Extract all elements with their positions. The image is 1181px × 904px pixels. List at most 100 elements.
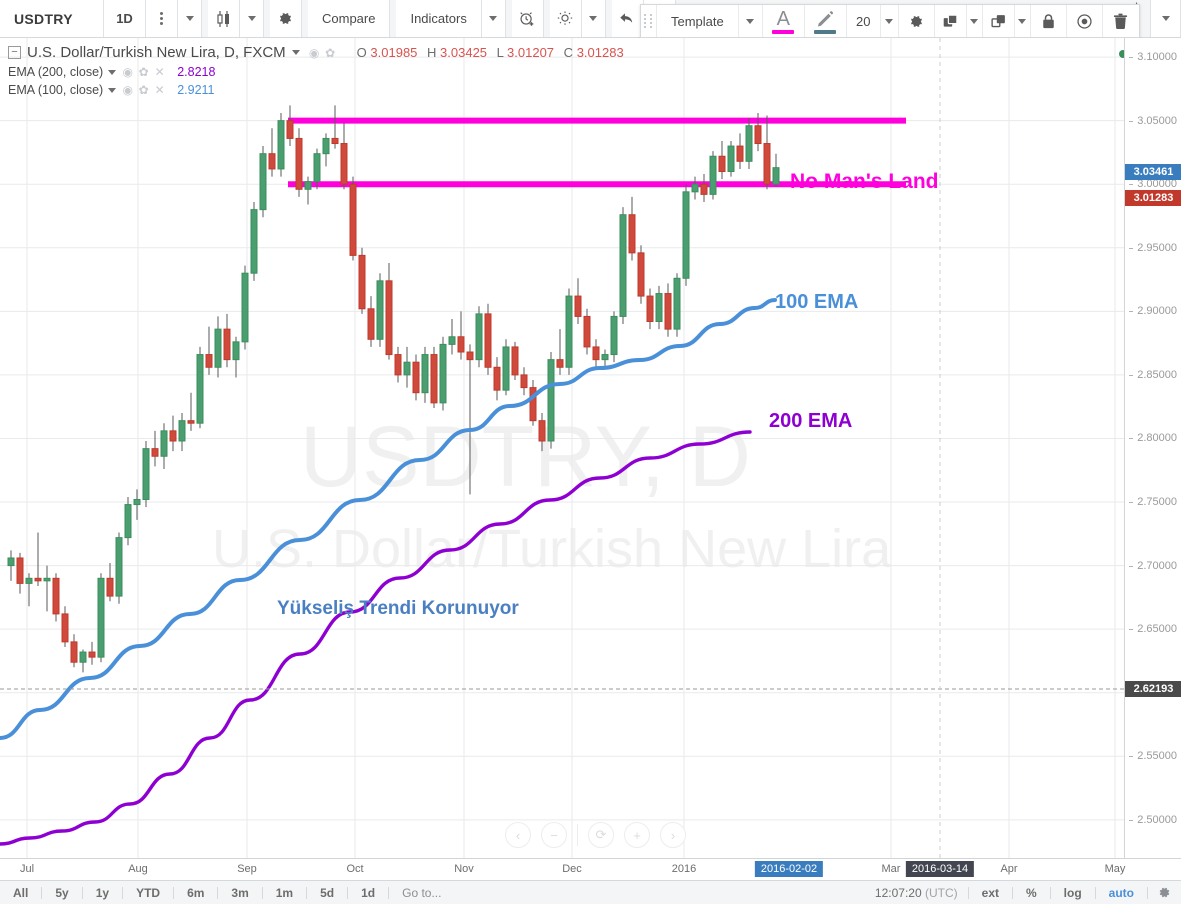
interval-dropdown-caret-icon[interactable]: [178, 0, 202, 37]
symbol-button[interactable]: USDTRY: [0, 0, 104, 37]
range-button-6m[interactable]: 6m: [187, 885, 205, 900]
undo-arrow-icon[interactable]: [611, 0, 644, 37]
time-tick-label: Oct: [346, 863, 364, 875]
price-tick-label: 3.10000: [1129, 51, 1177, 64]
range-button-ytd[interactable]: YTD: [136, 885, 161, 900]
range-button-1y[interactable]: 1y: [95, 885, 110, 900]
font-size-value[interactable]: 20: [847, 5, 881, 37]
no-mans-land-zone[interactable]: [288, 117, 906, 188]
indicator-caret-icon[interactable]: [108, 87, 117, 93]
indicator-caret-icon[interactable]: [108, 69, 117, 75]
clock: 12:07:20 (UTC): [874, 885, 958, 900]
range-button-5d[interactable]: 5d: [320, 885, 335, 900]
eye-circle-icon[interactable]: [1067, 5, 1103, 37]
text-color-swatch[interactable]: [772, 30, 795, 34]
price-badge: 3.03461: [1125, 164, 1181, 180]
close-icon[interactable]: ✕: [154, 65, 165, 79]
indicator-name[interactable]: EMA (200, close): [8, 65, 104, 79]
chart-settings-gear-icon[interactable]: [270, 0, 302, 37]
price-tick-label: 2.80000: [1129, 432, 1177, 445]
trash-icon[interactable]: [1103, 5, 1139, 37]
chart-canvas[interactable]: [0, 38, 1124, 858]
range-button-5y[interactable]: 5y: [55, 885, 69, 900]
line-color-button[interactable]: [805, 5, 847, 37]
legend-title-caret-icon[interactable]: [291, 50, 300, 55]
compare-button[interactable]: Compare: [308, 0, 391, 37]
indicator-controls[interactable]: ◉ ✿ ✕: [121, 83, 166, 97]
range-button-1m[interactable]: 1m: [275, 885, 294, 900]
chart-nav-buttons[interactable]: ‹ − ⟳ + ›: [505, 822, 686, 848]
price-tick-label: 2.90000: [1129, 305, 1177, 318]
go-to-button[interactable]: Go to...: [402, 885, 442, 900]
lock-icon[interactable]: [1031, 5, 1067, 37]
drag-handle[interactable]: [641, 5, 657, 37]
toggle-ext[interactable]: ext: [981, 885, 999, 900]
legend-indicator-ema100[interactable]: EMA (100, close) ◉ ✿ ✕ 2.9211: [8, 83, 624, 97]
eye-icon[interactable]: ◉: [122, 65, 133, 79]
bottom-bar-right: 12:07:20 (UTC) ext % log auto: [865, 886, 1181, 900]
eye-icon[interactable]: ◉: [308, 45, 320, 60]
legend-indicator-ema200[interactable]: EMA (200, close) ◉ ✿ ✕ 2.8218: [8, 65, 624, 79]
duplicate-caret-icon[interactable]: [1015, 5, 1031, 37]
alarm-clock-plus-icon[interactable]: [511, 0, 544, 37]
line-color-swatch[interactable]: [814, 30, 837, 34]
legend-title[interactable]: U.S. Dollar/Turkish New Lira, D, FXCM: [27, 44, 286, 61]
bring-to-front-icon[interactable]: [935, 5, 967, 37]
gear-icon[interactable]: ✿: [325, 45, 336, 60]
style-dropdown-caret-icon[interactable]: [240, 0, 264, 37]
gear-icon[interactable]: [1148, 886, 1181, 899]
text-color-button[interactable]: A: [763, 5, 805, 37]
font-size-caret-icon[interactable]: [881, 5, 899, 37]
template-button[interactable]: Template: [657, 5, 739, 37]
indicator-controls[interactable]: ◉ ✿ ✕: [121, 65, 166, 79]
collapse-legend-icon[interactable]: −: [8, 46, 21, 59]
candlestick-style-icon[interactable]: [208, 0, 240, 37]
eye-icon[interactable]: ◉: [122, 83, 133, 97]
chart-area[interactable]: USDTRY, D U.S. Dollar/Turkish New Lira −…: [0, 38, 1181, 858]
indicators-button[interactable]: Indicators: [396, 0, 482, 37]
duplicate-icon[interactable]: [983, 5, 1015, 37]
ema-100-line[interactable]: [0, 298, 777, 740]
candlestick-series[interactable]: [7, 105, 780, 673]
time-axis[interactable]: Jul Aug Sep Oct Nov Dec 2016 Mar Apr May 2016-02-0…: [0, 858, 1181, 880]
range-button-1d[interactable]: 1d: [361, 885, 376, 900]
close-icon[interactable]: ✕: [154, 83, 165, 97]
zoom-in-icon[interactable]: +: [624, 822, 650, 848]
arrange-caret-icon[interactable]: [967, 5, 983, 37]
zoom-out-icon[interactable]: −: [541, 822, 567, 848]
three-dots-icon[interactable]: [146, 0, 178, 37]
gridlines: [0, 38, 1124, 858]
annotation-text[interactable]: 200 EMA: [769, 410, 853, 432]
toggle-percent[interactable]: %: [1025, 885, 1037, 900]
range-selector[interactable]: All 5y 1y YTD 6m 3m 1m 5d 1d: [0, 886, 388, 900]
gear-icon[interactable]: ✿: [138, 65, 149, 79]
range-button-all[interactable]: All: [13, 885, 29, 900]
lightbulb-icon[interactable]: [549, 0, 582, 37]
reset-icon[interactable]: ⟳: [588, 822, 614, 848]
time-badge: 2016-03-14: [905, 861, 975, 877]
template-caret-icon[interactable]: [739, 5, 763, 37]
next-icon[interactable]: ›: [660, 822, 686, 848]
annotation-text[interactable]: 100 EMA: [775, 291, 859, 313]
annotation-text[interactable]: No Man's Land: [790, 170, 939, 193]
legend-visibility-icons[interactable]: ◉ ✿: [308, 46, 337, 60]
interval-button[interactable]: 1D: [104, 0, 146, 37]
bottom-status-bar: All 5y 1y YTD 6m 3m 1m 5d 1d Go to... 12:07:20 (…: [0, 880, 1181, 904]
range-button-3m[interactable]: 3m: [231, 885, 249, 900]
annotation-text[interactable]: Yükseliş Trendi Korunuyor: [277, 598, 519, 619]
time-tick-label: Jul: [19, 863, 35, 875]
price-pane[interactable]: USDTRY, D U.S. Dollar/Turkish New Lira: [0, 38, 1124, 858]
indicator-name[interactable]: EMA (100, close): [8, 83, 104, 97]
prev-icon[interactable]: ‹: [505, 822, 531, 848]
toggle-log[interactable]: log: [1063, 885, 1082, 900]
drawing-settings-gear-icon[interactable]: [899, 5, 935, 37]
toggle-auto[interactable]: auto: [1108, 885, 1134, 900]
price-tick-label: 2.85000: [1129, 368, 1177, 381]
indicators-dropdown-caret-icon[interactable]: [481, 0, 506, 37]
layout-dropdown-caret-icon[interactable]: [1151, 0, 1181, 37]
price-axis[interactable]: 3.10000 3.05000 3.00000 2.95000 2.90000 2.850…: [1124, 38, 1181, 858]
ideas-dropdown-caret-icon[interactable]: [581, 0, 606, 37]
ema-200-line[interactable]: [0, 430, 752, 846]
price-tick-label: 3.05000: [1129, 114, 1177, 127]
gear-icon[interactable]: ✿: [138, 83, 149, 97]
